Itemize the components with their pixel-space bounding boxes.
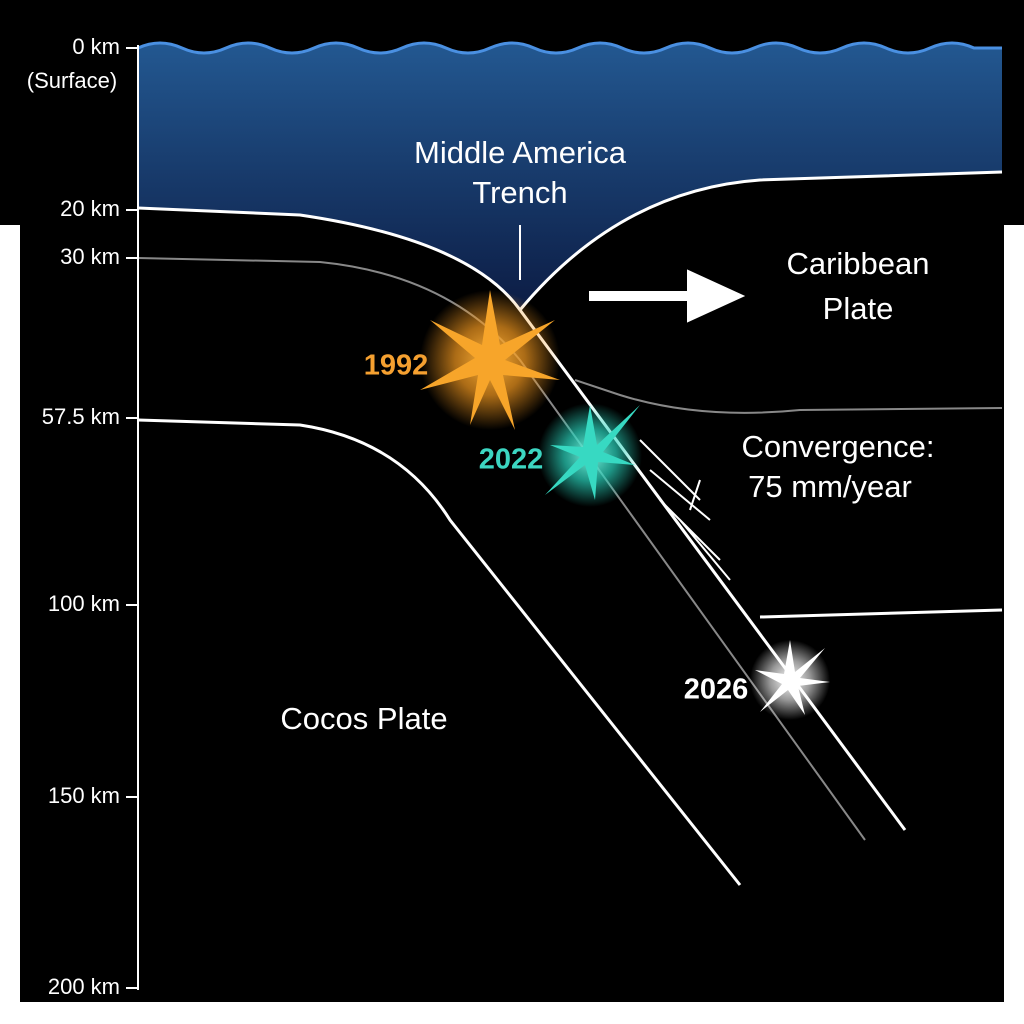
overriding-plate-top (518, 170, 1003, 311)
quake-star (420, 290, 560, 430)
depth-label: 30 km (60, 244, 120, 269)
surface-note: (Surface) (27, 68, 117, 93)
mantle-boundary (759, 608, 1003, 619)
depth-label: 100 km (48, 591, 120, 616)
plate-label: Caribbean (786, 246, 929, 281)
depth-label: 200 km (48, 974, 120, 999)
plate-label: Plate (823, 291, 894, 326)
event-year: 2022 (479, 444, 544, 476)
quake-2022: 2022 (479, 403, 642, 507)
trench-label: Trench (472, 175, 567, 210)
event-year: 2026 (684, 674, 749, 706)
fractures (639, 439, 731, 581)
slab-bottom (137, 418, 742, 886)
event-year: 1992 (364, 350, 429, 382)
convergence-label: 75 mm/year (748, 469, 912, 504)
depth-label: 20 km (60, 196, 120, 221)
crust-boundary (574, 379, 1003, 414)
motion-arrow (589, 269, 746, 323)
ocean (138, 43, 1002, 310)
depth-label: 0 km (72, 34, 120, 59)
sea-surface (137, 41, 1002, 55)
depth-label: 150 km (48, 783, 120, 808)
quake-star (755, 640, 830, 715)
quake-1992: 1992 (364, 290, 560, 430)
trench-label: Middle America (414, 135, 627, 170)
depth-label: 57.5 km (42, 404, 120, 429)
quake-2026: 2026 (684, 640, 830, 720)
plate-label: Cocos Plate (280, 701, 447, 736)
quake-star (545, 405, 640, 500)
convergence-label: Convergence: (741, 429, 934, 464)
